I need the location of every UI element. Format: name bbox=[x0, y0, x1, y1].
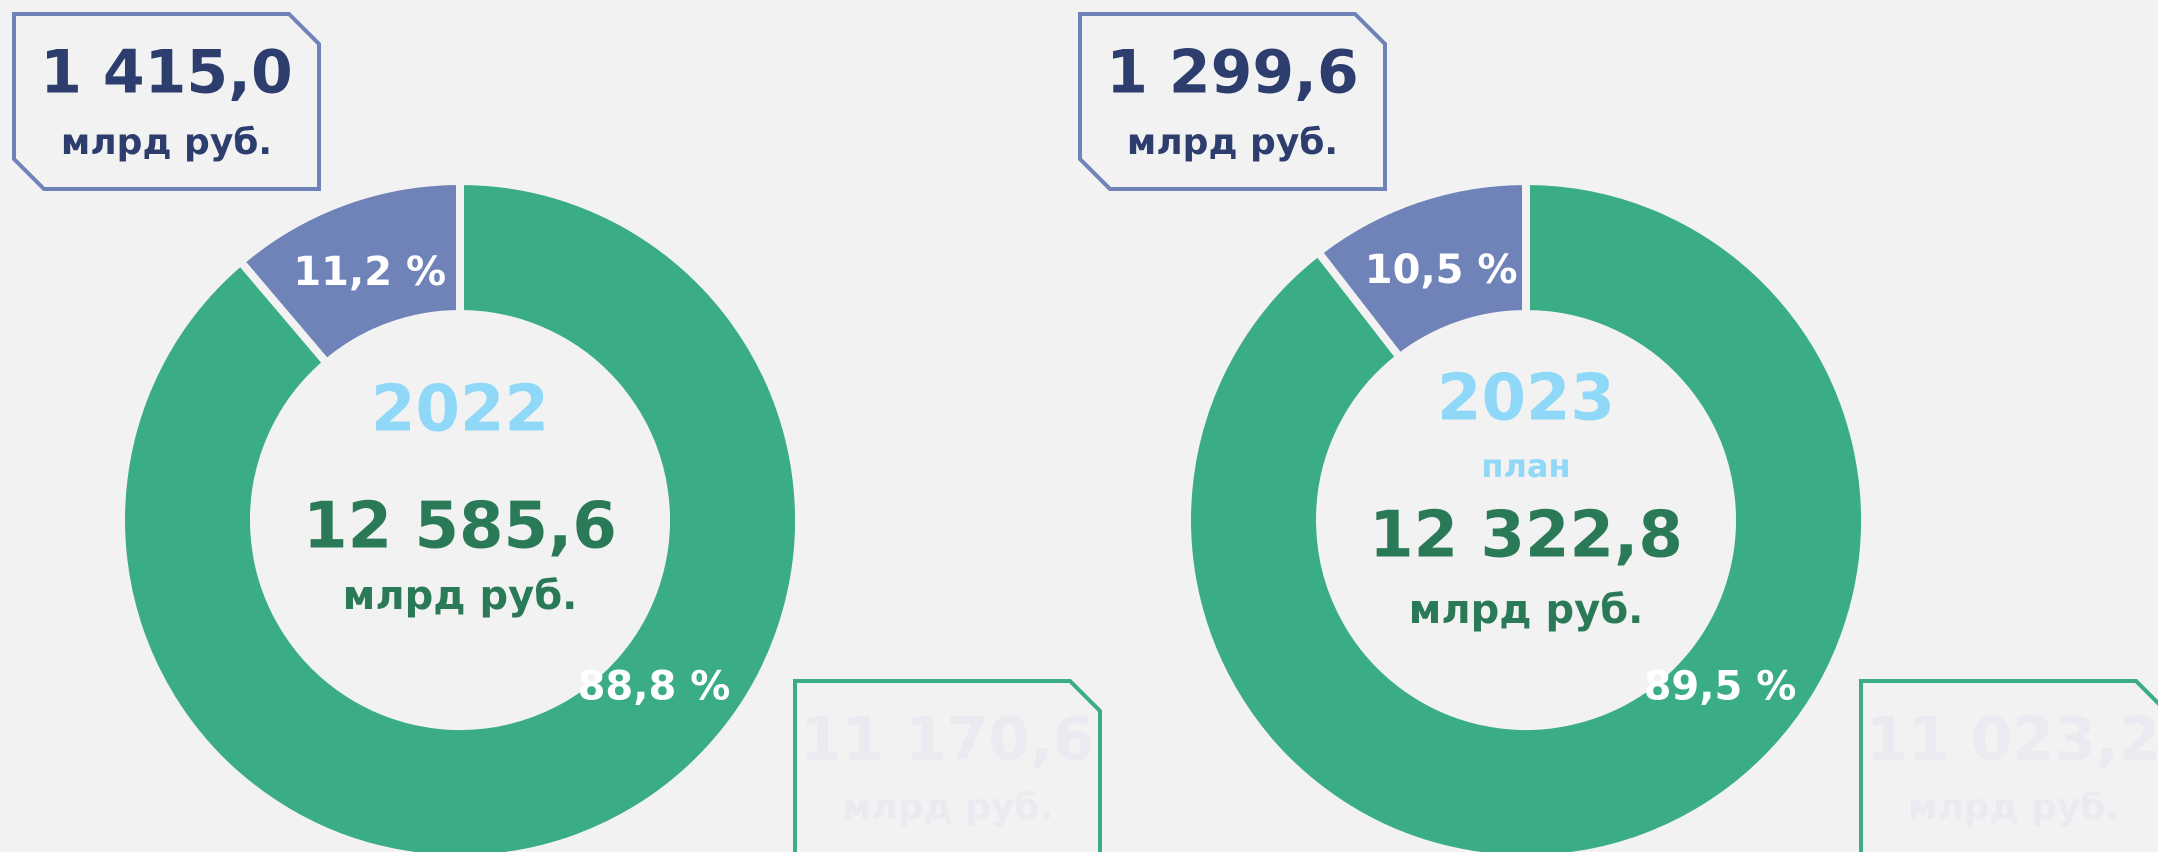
donut-slice bbox=[1183, 176, 1869, 852]
callout-value: 11 023,2 bbox=[1866, 705, 2158, 775]
callout-unit: млрд руб. bbox=[1908, 787, 2119, 828]
callout-unit: млрд руб. bbox=[842, 787, 1053, 828]
callout-value: 1 299,6 bbox=[1106, 38, 1358, 108]
callout-box bbox=[1078, 12, 1387, 191]
center-subtitle: план bbox=[1481, 447, 1570, 485]
center-unit: млрд руб. bbox=[343, 573, 578, 619]
slice-label: 10,5 % bbox=[1365, 247, 1518, 293]
callout-box bbox=[12, 12, 321, 191]
callout-unit: млрд руб. bbox=[61, 122, 272, 163]
donut-slice bbox=[1312, 176, 1530, 363]
callout-unit: млрд руб. bbox=[1127, 122, 1338, 163]
callout-value: 1 415,0 bbox=[40, 38, 292, 108]
slice-label: 89,5 % bbox=[1644, 664, 1797, 710]
callout-box bbox=[793, 679, 1102, 852]
donut-slice bbox=[117, 176, 803, 852]
center-value: 12 322,8 bbox=[1369, 499, 1683, 573]
center-unit: млрд руб. bbox=[1409, 587, 1644, 633]
slice-label: 88,8 % bbox=[578, 664, 731, 710]
center-title: 2022 bbox=[371, 373, 549, 447]
donut-slice bbox=[235, 176, 464, 369]
center-value: 12 585,6 bbox=[303, 490, 617, 564]
callout-value: 11 170,6 bbox=[800, 705, 1094, 775]
center-title: 2023 bbox=[1437, 362, 1615, 436]
callout-box bbox=[1859, 679, 2158, 852]
slice-label: 11,2 % bbox=[293, 249, 446, 295]
